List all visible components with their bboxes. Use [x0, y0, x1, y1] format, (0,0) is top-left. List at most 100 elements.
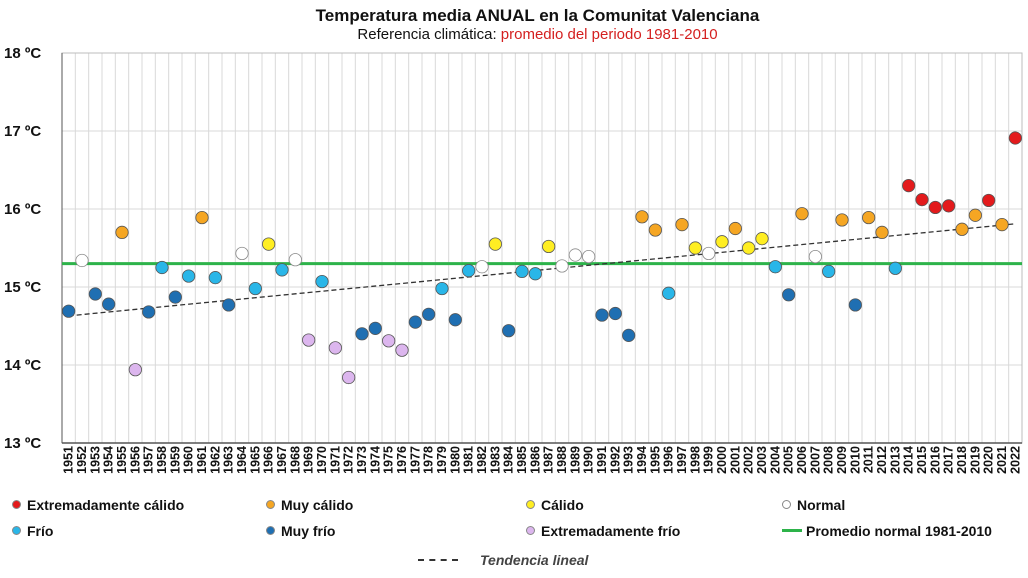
x-tick-label: 1994: [635, 446, 649, 474]
x-tick-label: 2006: [795, 446, 809, 474]
x-tick-label: 1999: [702, 446, 716, 474]
legend-marker-icon: [266, 500, 275, 509]
data-point: [368, 321, 382, 335]
data-point: [622, 328, 636, 342]
x-tick-label: 2018: [955, 446, 969, 474]
trend-legend-label: Tendencia lineal: [480, 552, 589, 568]
x-tick-label: 2013: [888, 446, 902, 474]
data-point: [835, 213, 849, 227]
subtitle-accent: promedio del periodo 1981-2010: [500, 26, 718, 43]
data-point: [982, 193, 996, 208]
x-tick-label: 1978: [422, 446, 436, 474]
x-tick-label: 2005: [782, 446, 796, 474]
x-tick-label: 1951: [62, 446, 76, 474]
y-tick-label: 14 ºC: [4, 357, 41, 374]
data-point: [235, 246, 249, 261]
x-tick-label: 1964: [235, 446, 249, 474]
x-tick-label: 1953: [88, 446, 102, 474]
data-point: [702, 246, 716, 261]
legend-label: Extremadamente cálido: [27, 497, 185, 513]
y-tick-label: 17 ºC: [4, 123, 41, 140]
legend-label: Frío: [27, 523, 54, 539]
legend-item-normal: Normal: [782, 497, 845, 513]
x-tick-label: 1977: [408, 446, 422, 474]
legend-label: Muy frío: [281, 523, 336, 539]
x-tick-label: 1965: [248, 446, 262, 474]
data-point: [648, 223, 662, 237]
x-tick-label: 1975: [382, 446, 396, 474]
data-point: [822, 264, 836, 278]
data-point: [1008, 131, 1022, 145]
data-point: [888, 261, 902, 275]
x-tick-label: 1998: [688, 446, 702, 474]
x-tick-label: 2010: [848, 446, 862, 474]
data-point: [808, 249, 822, 264]
data-point: [395, 343, 409, 357]
x-tick-label: 1976: [395, 446, 409, 474]
subtitle-prefix: Referencia climática:: [357, 26, 497, 43]
data-point: [262, 237, 276, 251]
x-tick-label: 2001: [728, 446, 742, 474]
x-tick-label: 2011: [862, 446, 876, 473]
x-tick-label: 1988: [555, 446, 569, 474]
y-tick-label: 15 ºC: [4, 279, 41, 296]
x-tick-label: 1952: [75, 446, 89, 474]
x-tick-label: 2004: [768, 446, 782, 474]
data-point: [595, 308, 609, 322]
legend-label: Muy cálido: [281, 497, 354, 513]
legend-marker-icon: [526, 500, 535, 509]
x-tick-label: 2000: [715, 446, 729, 474]
data-point: [568, 248, 582, 262]
trend-dash-icon: [418, 559, 458, 561]
data-point: [488, 237, 502, 251]
x-tick-label: 1966: [262, 446, 276, 474]
x-tick-label: 1985: [515, 446, 529, 474]
x-tick-label: 2019: [968, 446, 982, 474]
x-tick-label: 2015: [915, 446, 929, 474]
data-point: [715, 235, 729, 249]
data-point: [675, 218, 689, 232]
data-point: [195, 210, 209, 225]
x-tick-label: 2003: [755, 446, 769, 474]
x-tick-label: 1958: [155, 446, 169, 474]
data-point: [968, 208, 982, 222]
data-point: [248, 281, 262, 296]
data-point: [902, 179, 916, 193]
x-tick-label: 2022: [1008, 446, 1022, 474]
y-tick-label: 13 ºC: [4, 435, 41, 452]
legend-item-calido: Cálido: [526, 497, 584, 513]
data-point: [75, 253, 89, 268]
data-point: [528, 267, 542, 281]
data-point: [288, 253, 302, 267]
legend-label: Extremadamente frío: [541, 523, 681, 539]
data-point: [782, 288, 796, 302]
data-point: [142, 305, 156, 319]
legend-marker-icon: [266, 526, 275, 535]
x-tick-label: 1974: [368, 446, 382, 474]
x-tick-label: 2009: [835, 446, 849, 474]
grid-lines: [61, 52, 1023, 444]
data-point: [915, 193, 929, 207]
x-tick-label: 1989: [568, 446, 582, 474]
x-tick-label: 1979: [435, 446, 449, 474]
legend-marker-icon: [12, 526, 21, 535]
y-tick-label: 18 ºC: [4, 45, 41, 62]
data-point: [502, 324, 516, 338]
x-tick-label: 1956: [128, 446, 142, 474]
x-tick-label: 1973: [355, 446, 369, 474]
x-tick-label: 1960: [182, 446, 196, 474]
data-point: [328, 341, 342, 355]
x-tick-label: 1983: [488, 446, 502, 474]
data-point: [448, 313, 462, 327]
y-tick-label: 16 ºC: [4, 201, 41, 218]
legend-marker-icon: [12, 500, 21, 509]
x-tick-label: 2008: [822, 446, 836, 474]
data-point: [582, 249, 596, 264]
legend-marker-icon: [782, 500, 791, 509]
data-points: [62, 131, 1022, 385]
x-tick-label: 1963: [222, 446, 236, 474]
data-point: [88, 287, 102, 301]
data-point: [795, 207, 809, 221]
x-tick-label: 1993: [622, 446, 636, 474]
